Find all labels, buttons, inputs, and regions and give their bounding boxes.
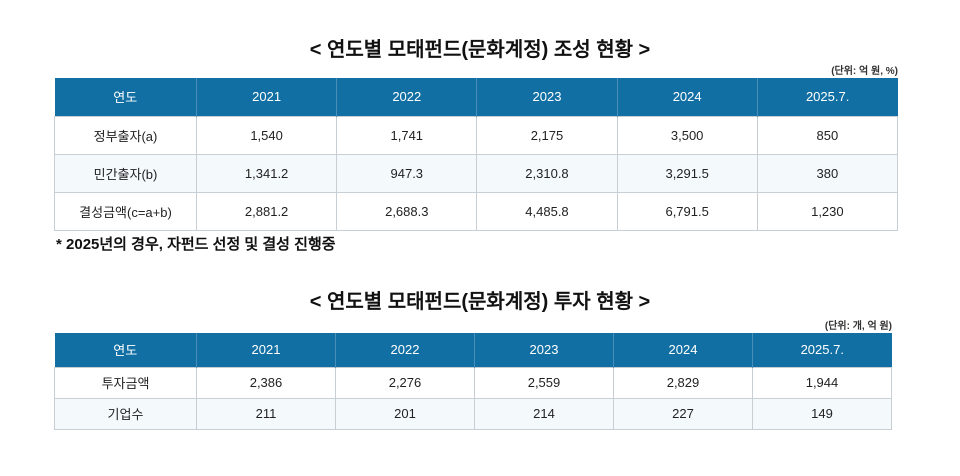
column-header: 2025.7.	[757, 78, 898, 116]
column-header: 연도	[54, 333, 197, 367]
table-row: 정부출자(a) 1,540 1,741 2,175 3,500 850	[54, 115, 899, 155]
row-label: 기업수	[54, 397, 197, 430]
column-header: 연도	[54, 78, 197, 116]
table-cell: 947.3	[336, 153, 478, 193]
table1-unit: (단위: 억 원, %)	[831, 66, 898, 77]
column-header: 2021	[196, 78, 338, 116]
column-header: 2025.7.	[752, 333, 892, 367]
row-label: 결성금액(c=a+b)	[54, 191, 197, 231]
table-cell: 1,741	[336, 115, 478, 155]
table-cell: 1,944	[752, 366, 892, 399]
table-cell: 3,291.5	[616, 153, 758, 193]
row-label: 민간출자(b)	[54, 153, 197, 193]
table-cell: 2,310.8	[476, 153, 618, 193]
table-cell: 1,341.2	[195, 153, 338, 193]
table-cell: 2,386	[196, 366, 336, 399]
table-cell: 201	[335, 397, 475, 430]
table2-unit: (단위: 개, 억 원)	[824, 321, 892, 332]
table-cell: 1,230	[756, 191, 899, 231]
table-cell: 2,688.3	[336, 191, 478, 231]
table-cell: 1,540	[195, 115, 338, 155]
fund-formation-table: 연도 2021 2022 2023 2024 2025.7. 정부출자(a) 1,540 1,…	[54, 78, 899, 231]
column-header: 2024	[613, 333, 753, 367]
table-cell: 3,500	[616, 115, 758, 155]
table2-title: < 연도별 모태펀드(문화계정) 투자 현황 >	[309, 291, 651, 313]
table-cell: 149	[752, 397, 892, 430]
column-header: 2023	[474, 333, 614, 367]
table1-note: * 2025년의 경우, 자펀드 선정 및 결성 진행중	[56, 236, 336, 253]
column-header: 2022	[336, 78, 478, 116]
header-row: 연도 2021 2022 2023 2024 2025.7.	[54, 333, 892, 367]
table-row: 민간출자(b) 1,341.2 947.3 2,310.8 3,291.5 380	[54, 153, 899, 193]
row-label: 투자금액	[54, 366, 197, 399]
column-header: 2022	[335, 333, 475, 367]
table-cell: 380	[756, 153, 899, 193]
header-row: 연도 2021 2022 2023 2024 2025.7.	[54, 78, 898, 116]
table-cell: 2,175	[476, 115, 618, 155]
table-cell: 2,276	[335, 366, 475, 399]
row-label: 정부출자(a)	[54, 115, 197, 155]
table-cell: 214	[474, 397, 614, 430]
column-header: 2024	[617, 78, 758, 116]
table-cell: 2,829	[613, 366, 753, 399]
table-cell: 2,881.2	[195, 191, 338, 231]
table-row: 투자금액 2,386 2,276 2,559 2,829 1,944	[54, 366, 892, 399]
table-row: 기업수 211 201 214 227 149	[54, 397, 892, 430]
column-header: 2021	[196, 333, 336, 367]
table-row: 결성금액(c=a+b) 2,881.2 2,688.3 4,485.8 6,791.5 1…	[54, 191, 899, 231]
table-cell: 2,559	[474, 366, 614, 399]
column-header: 2023	[476, 78, 618, 116]
table-cell: 850	[756, 115, 899, 155]
table-cell: 6,791.5	[616, 191, 758, 231]
table-cell: 211	[196, 397, 336, 430]
table1-title: < 연도별 모태펀드(문화계정) 조성 현황 >	[309, 39, 651, 61]
table-cell: 227	[613, 397, 753, 430]
table-cell: 4,485.8	[476, 191, 618, 231]
fund-investment-table: 연도 2021 2022 2023 2024 2025.7. 투자금액 2,386 2,276…	[54, 333, 892, 430]
